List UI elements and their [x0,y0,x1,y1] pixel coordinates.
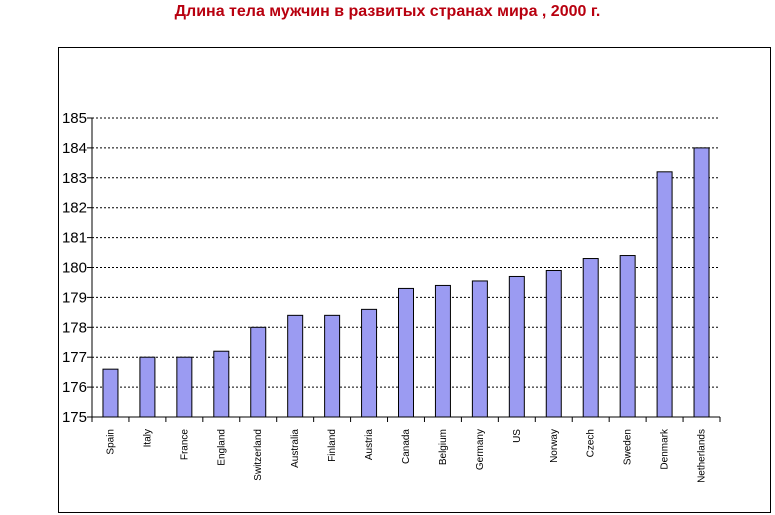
x-tick-label: Sweden [623,429,634,465]
bar-netherlands [693,147,710,418]
axes [87,117,721,422]
x-tick-label: France [179,429,190,461]
x-tick-label: Norway [549,429,560,463]
labels: 175 176 177 178 179 180 181 182 183 184 185 Spain It… [62,110,708,483]
x-tick-label: Germany [475,429,486,470]
bar-france [176,356,193,418]
bar-canada [398,287,414,418]
bar-us [508,275,525,418]
bar-czech [582,258,599,418]
x-tick-label: Czech [586,429,597,457]
bar-germany [471,280,488,418]
y-tick-label: 182 [62,200,87,217]
y-tick-label: 175 [62,409,87,426]
y-tick-label: 177 [62,349,87,366]
y-tick-label: 178 [62,319,87,336]
y-tick-label: 176 [62,379,87,396]
bar-norway [545,269,562,418]
y-tick-label: 179 [62,289,87,306]
chart-title: Длина тела мужчин в развитых странах мир… [174,3,601,20]
bar-sweden [619,255,636,418]
x-tick-label: Italy [142,429,153,447]
y-tick-label: 184 [62,140,87,157]
x-tick-label: Finland [327,429,338,462]
bar-england [213,350,230,418]
bar-italy [139,356,156,418]
bar-australia [287,314,304,418]
x-tick-label: Spain [105,429,116,455]
x-tick-label: US [512,429,523,443]
bar-finland [324,314,341,418]
bar-belgium [434,284,451,418]
x-tick-label: Netherlands [697,429,708,483]
bar-austria [361,308,378,418]
bar-spain [102,368,119,418]
chart-frame [58,47,771,513]
bar-switzerland [250,326,267,418]
y-tick-label: 180 [62,260,87,277]
x-tick-label: Australia [290,429,301,468]
bar-denmark [656,171,673,418]
x-tick-label: Canada [401,429,412,464]
y-tick-label: 185 [62,110,87,127]
x-tick-label: Denmark [660,428,671,470]
x-tick-label: Switzerland [253,429,264,481]
y-tick-label: 183 [62,170,87,187]
bars [102,147,710,418]
x-tick-label: Belgium [438,429,449,465]
x-tick-label: England [216,429,227,466]
y-tick-label: 181 [62,230,87,247]
x-tick-label: Austria [364,429,375,461]
